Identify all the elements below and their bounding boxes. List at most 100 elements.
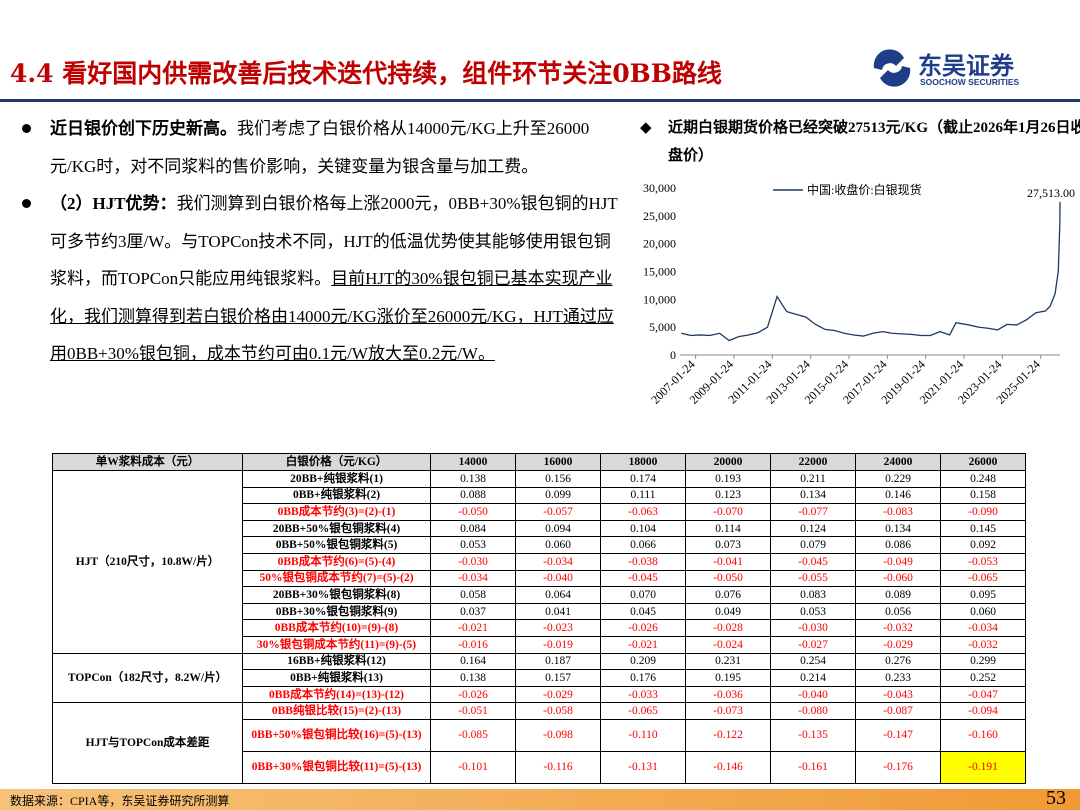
value-cell: -0.057	[515, 503, 601, 521]
bullet: （2）HJT优势：我们测算到白银价格每上涨2000元，0BB+30%银包铜的HJ…	[20, 185, 625, 373]
header-cell: 16000	[515, 453, 601, 471]
header-cell: 14000	[430, 453, 516, 471]
value-cell: 0.158	[940, 486, 1026, 505]
y-tick-label: 10,000	[643, 292, 676, 306]
value-cell: 0.086	[855, 536, 941, 554]
value-cell: 0.134	[770, 486, 856, 505]
row-label: 16BB+纯银浆料(12)	[242, 652, 431, 671]
legend-label: 中国:收盘价:白银现货	[807, 182, 922, 197]
value-cell: -0.019	[515, 635, 601, 654]
value-cell: -0.045	[770, 552, 856, 571]
header-cell: 22000	[770, 453, 856, 471]
row-label: 30%银包铜成本节约(11)=(9)-(5)	[242, 635, 431, 654]
value-cell: 0.114	[685, 519, 771, 538]
value-cell: 0.276	[855, 652, 941, 671]
value-cell: -0.080	[770, 702, 856, 720]
row-label: 0BB+纯银浆料(2)	[242, 486, 431, 505]
value-cell: 0.156	[515, 470, 601, 488]
value-cell: -0.063	[600, 503, 686, 521]
value-cell: 0.176	[600, 669, 686, 687]
value-cell: 0.252	[940, 669, 1026, 687]
value-cell: 0.123	[685, 486, 771, 505]
value-cell: 0.083	[770, 586, 856, 604]
table-row: 0BB+30%银包铜比较(11)=(5)-(13) -0.101 -0.116 -0.…	[53, 750, 1026, 784]
value-cell: -0.065	[600, 702, 686, 720]
value-cell: -0.058	[515, 702, 601, 720]
value-cell: 0.214	[770, 669, 856, 687]
bullet-underline: 目前HJT的30%银包铜已基本实现产业化，我们测算得到若白银价格由14000元/…	[50, 269, 614, 363]
value-cell: -0.021	[600, 635, 686, 654]
value-cell: 0.056	[855, 602, 941, 621]
value-cell: -0.023	[515, 619, 601, 637]
bullet: 近日银价创下历史新高。我们考虑了白银价格从14000元/KG上升至26000元/…	[20, 110, 625, 185]
value-cell: 0.076	[685, 586, 771, 604]
header-rule	[0, 99, 1080, 102]
chart-heading: 近期白银期货价格已经突破27513元/KG（截止2026年1月26日收盘价）	[640, 114, 1080, 170]
value-cell: -0.101	[430, 750, 516, 784]
value-cell: 0.095	[940, 586, 1026, 604]
table-row: 20BB+30%银包铜浆料(8) 0.058 0.064 0.070 0.076 0.08…	[53, 586, 1026, 604]
row-label: 0BB+30%银包铜浆料(9)	[242, 602, 431, 621]
footer-bar	[0, 789, 1080, 810]
value-cell: 0.124	[770, 519, 856, 538]
value-cell: 0.092	[940, 536, 1026, 554]
bullet-text: 我们考虑了白银价格从14000元/KG上升至26000元/KG时，对不同浆料的售…	[50, 119, 590, 176]
row-label: 0BB成本节约(10)=(9)-(8)	[242, 619, 431, 637]
table-row: 0BB+纯银浆料(13) 0.138 0.157 0.176 0.195 0.214 0.2…	[53, 669, 1026, 687]
value-cell: -0.047	[940, 685, 1026, 704]
table-row: 0BB成本节约(3)=(2)-(1) -0.050 -0.057 -0.063 -0.0…	[53, 503, 1026, 521]
value-cell: 0.037	[430, 602, 516, 621]
value-cell: -0.043	[855, 685, 941, 704]
bullet-lead: 近日银价创下历史新高。	[50, 119, 237, 138]
bullet-text: 我们测算到白银价格每上涨2000元，0BB+30%银包铜的HJT可多节约3厘/W…	[50, 194, 618, 288]
value-cell: -0.065	[940, 569, 1026, 588]
value-cell: 0.146	[855, 486, 941, 505]
header-cell: 26000	[940, 453, 1026, 471]
value-cell: -0.016	[430, 635, 516, 654]
value-cell: 0.138	[430, 669, 516, 687]
value-cell: -0.135	[770, 718, 856, 752]
value-cell: -0.032	[855, 619, 941, 637]
y-tick-label: 0	[670, 348, 676, 362]
value-cell: -0.090	[940, 503, 1026, 521]
table-row: 0BB成本节约(6)=(5)-(4) -0.030 -0.034 -0.038 -0.0…	[53, 552, 1026, 571]
value-cell: 0.060	[515, 536, 601, 554]
value-cell: -0.028	[685, 619, 771, 637]
value-cell: 0.157	[515, 669, 601, 687]
table-row: 50%银包铜成本节约(7)=(5)-(2) -0.034 -0.040 -0.045-…	[53, 569, 1026, 588]
value-cell: -0.024	[685, 635, 771, 654]
row-label: 20BB+50%银包铜浆料(4)	[242, 519, 431, 538]
row-label: 0BB+50%银包铜比较(16)=(5)-(13)	[242, 718, 431, 752]
header-row: 单W浆料成本（元） 白银价格（元/KG） 14000 16000 18000 20000 2…	[52, 453, 1026, 471]
value-cell: -0.049	[855, 552, 941, 571]
value-cell: -0.029	[855, 635, 941, 654]
value-cell: -0.030	[430, 552, 516, 571]
value-cell: -0.034	[515, 552, 601, 571]
value-cell: -0.176	[855, 750, 941, 784]
value-cell: 0.229	[855, 470, 941, 488]
y-tick-label: 25,000	[643, 209, 676, 223]
value-cell: -0.040	[770, 685, 856, 704]
value-cell: -0.038	[600, 552, 686, 571]
value-cell: -0.077	[770, 503, 856, 521]
value-cell: 0.233	[855, 669, 941, 687]
chart: 05,00010,00015,00020,00025,00030,0002007…	[643, 181, 1075, 407]
value-cell: 0.060	[940, 602, 1026, 621]
row-label: 20BB+纯银浆料(1)	[242, 470, 431, 488]
value-cell: 0.209	[600, 652, 686, 671]
value-cell: -0.030	[770, 619, 856, 637]
value-cell: -0.040	[515, 569, 601, 588]
value-cell: 0.053	[430, 536, 516, 554]
value-cell: 0.254	[770, 652, 856, 671]
value-cell: -0.116	[515, 750, 601, 784]
value-cell: -0.034	[430, 569, 516, 588]
value-cell: 0.104	[600, 519, 686, 538]
value-cell: 0.299	[940, 652, 1026, 671]
value-cell: -0.160	[940, 718, 1026, 752]
value-cell: 0.058	[430, 586, 516, 604]
row-label: 0BB纯银比较(15)=(2)-(13)	[242, 702, 431, 720]
row-label: 0BB成本节约(14)=(13)-(12)	[242, 685, 431, 704]
value-cell: -0.050	[685, 569, 771, 588]
y-tick-label: 5,000	[649, 320, 676, 334]
annotation: 27,513.00	[1027, 186, 1075, 200]
